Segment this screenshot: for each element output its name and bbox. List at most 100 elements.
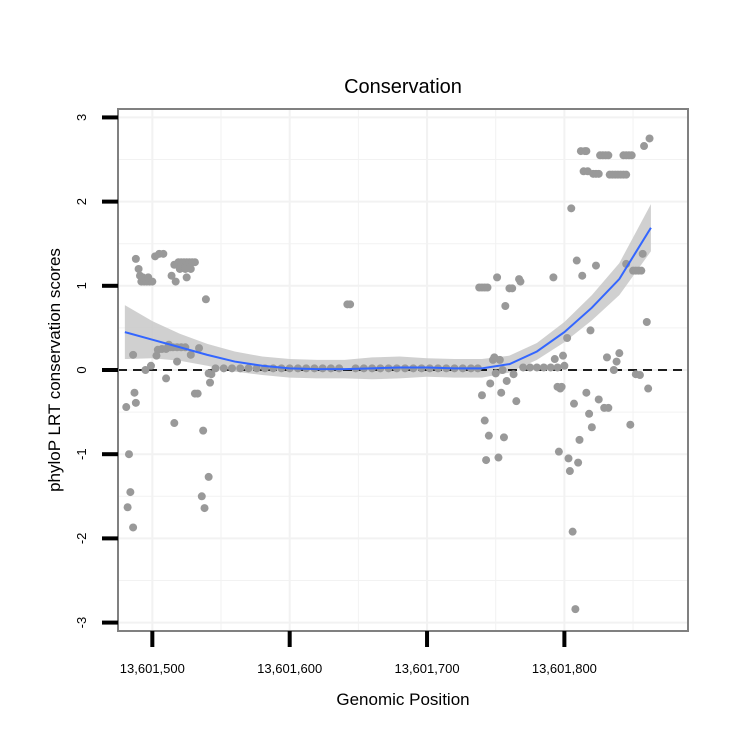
data-point <box>554 447 563 456</box>
data-point <box>587 423 596 432</box>
data-point <box>557 382 566 391</box>
data-point <box>626 420 635 429</box>
data-point <box>159 249 168 258</box>
data-point <box>637 266 646 275</box>
data-point <box>640 142 649 151</box>
data-point <box>193 389 202 398</box>
data-point <box>575 435 584 444</box>
data-point <box>182 273 191 282</box>
data-point <box>526 363 535 372</box>
data-point <box>219 364 228 373</box>
data-point <box>512 397 521 406</box>
data-point <box>516 277 525 286</box>
data-point <box>586 326 595 335</box>
data-point <box>499 433 508 442</box>
data-point <box>162 374 171 383</box>
data-point <box>497 388 506 397</box>
data-point <box>602 353 611 362</box>
data-point <box>190 258 199 267</box>
data-point <box>546 363 555 372</box>
data-point <box>638 249 647 258</box>
data-point <box>612 357 621 366</box>
data-point <box>138 273 147 282</box>
data-point <box>604 151 613 160</box>
data-point <box>508 284 517 293</box>
x-axis-title: Genomic Position <box>336 690 469 709</box>
data-point <box>181 264 190 273</box>
x-tick-label: 13,601,700 <box>394 661 459 676</box>
chart-title: Conservation <box>344 76 462 98</box>
data-point <box>236 364 245 373</box>
data-point <box>483 283 492 292</box>
data-point <box>486 379 495 388</box>
data-point <box>571 605 580 614</box>
data-point <box>567 204 576 213</box>
data-point <box>186 264 195 273</box>
y-tick-label: 3 <box>74 114 89 121</box>
data-point <box>482 456 491 465</box>
y-axis: 3 2 1 0 -1 -2 -3 <box>74 114 118 628</box>
data-point <box>560 361 569 370</box>
data-point <box>131 398 140 407</box>
y-tick-label: 2 <box>74 198 89 205</box>
data-point <box>553 363 562 372</box>
y-tick-label: 1 <box>74 282 89 289</box>
data-point <box>206 378 215 387</box>
data-point <box>123 503 132 512</box>
data-point <box>502 376 511 385</box>
data-point <box>122 403 131 412</box>
data-point <box>197 492 206 501</box>
data-point <box>199 426 208 435</box>
data-point <box>644 384 653 393</box>
data-point <box>559 351 568 360</box>
data-point <box>491 369 500 378</box>
data-point <box>171 277 180 286</box>
data-point <box>204 369 213 378</box>
grid-lines <box>118 109 688 631</box>
data-point <box>129 350 138 359</box>
data-point <box>549 273 558 282</box>
data-point <box>346 300 355 309</box>
data-point <box>131 254 140 263</box>
data-point <box>477 391 486 400</box>
data-point <box>572 256 581 265</box>
data-point <box>204 472 213 481</box>
data-point <box>170 419 179 428</box>
y-axis-title: phyloP LRT conservation scores <box>45 248 64 492</box>
data-point <box>642 318 651 327</box>
data-point <box>622 170 631 179</box>
data-point <box>494 453 503 462</box>
data-point <box>645 134 654 143</box>
data-point <box>582 388 591 397</box>
data-point <box>126 488 135 497</box>
smooth-line-layer <box>124 227 652 371</box>
data-point <box>134 264 143 273</box>
data-point <box>201 295 210 304</box>
x-tick-label: 13,601,800 <box>532 661 597 676</box>
data-point <box>501 302 510 311</box>
data-point <box>565 467 574 476</box>
y-tick-label: 0 <box>74 366 89 373</box>
data-point <box>539 363 548 372</box>
data-point <box>570 399 578 408</box>
data-point <box>480 416 489 425</box>
data-point <box>129 523 138 532</box>
data-point <box>167 271 176 280</box>
data-point <box>615 349 624 358</box>
data-point <box>252 364 261 373</box>
data-point <box>173 357 182 366</box>
data-point <box>568 527 577 536</box>
data-point <box>594 395 603 404</box>
data-point <box>200 504 209 513</box>
data-point <box>564 454 573 463</box>
y-tick-label: -2 <box>74 533 89 545</box>
data-point <box>509 370 518 379</box>
data-point <box>582 147 591 156</box>
data-point <box>493 273 502 282</box>
data-point <box>146 361 155 370</box>
data-point <box>211 364 220 373</box>
data-point <box>519 363 528 372</box>
data-point <box>585 409 594 418</box>
data-point <box>635 371 644 380</box>
